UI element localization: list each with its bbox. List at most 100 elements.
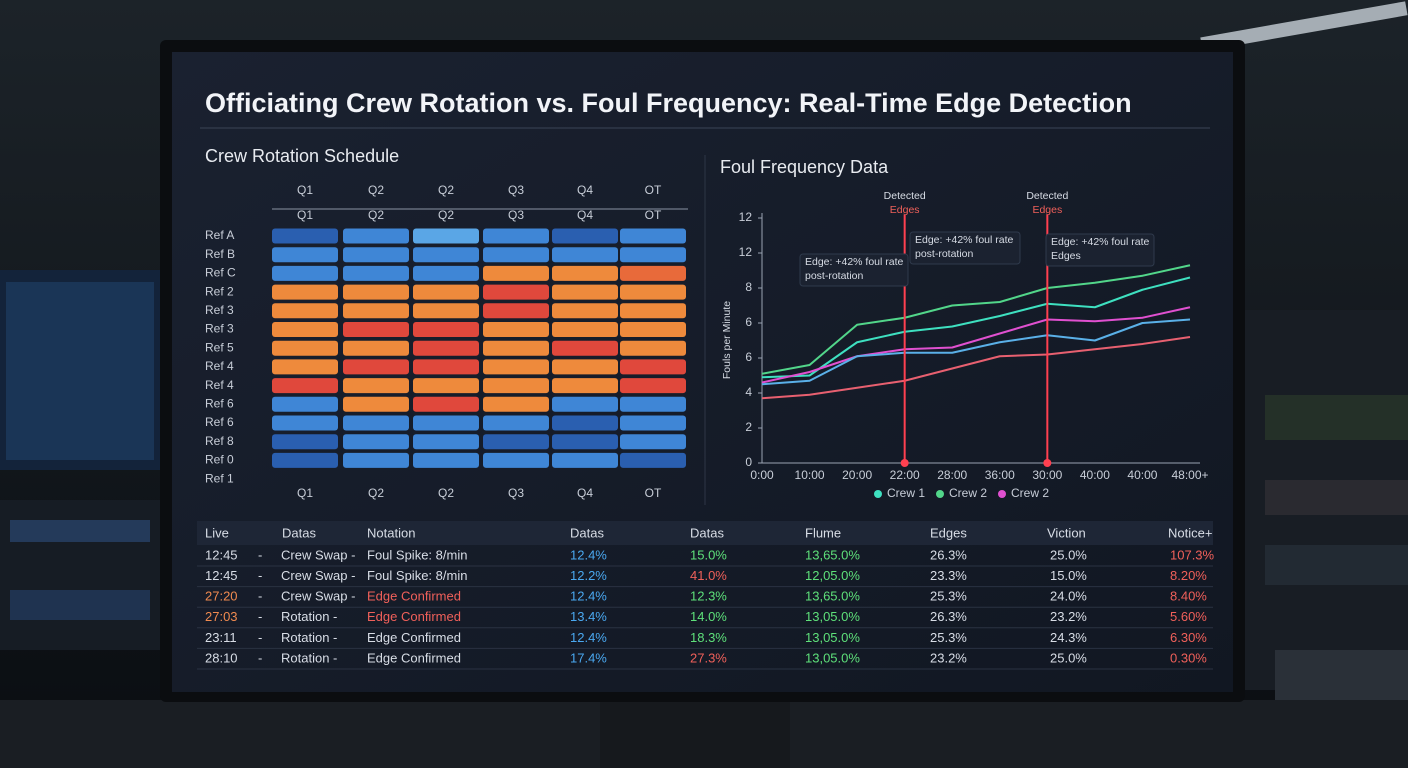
table-header: Edges (930, 525, 967, 540)
schedule-cell (413, 378, 479, 394)
table-cell: 5.60% (1170, 609, 1207, 624)
schedule-cell (272, 228, 338, 244)
annotation-text: Edge: +42% foul rate (805, 256, 904, 268)
schedule-cell (552, 322, 618, 337)
row-label: Ref C (205, 266, 236, 280)
schedule-cell (620, 284, 686, 300)
table-cell: 25.0% (1050, 650, 1087, 665)
schedule-cell (413, 340, 479, 356)
table-cell: 26.3% (930, 609, 967, 624)
series-line (761, 306, 1191, 384)
column-label: Q3 (508, 208, 524, 222)
table-cell: Rotation - (281, 630, 337, 645)
table-cell: Edge Confirmed (367, 630, 461, 645)
legend-label: Crew 2 (949, 486, 987, 500)
schedule-cell (272, 415, 338, 431)
row-label: Ref 6 (205, 396, 234, 410)
table-header: Viction (1047, 525, 1086, 540)
table-cell: 28:10 (205, 650, 238, 665)
schedule-cell (552, 284, 618, 300)
table-cell: 23.2% (930, 650, 967, 665)
annotation-text: Edge: +42% foul rate (915, 234, 1014, 246)
schedule-title: Crew Rotation Schedule (205, 146, 399, 166)
schedule-cell (483, 322, 549, 337)
schedule-cell (620, 247, 686, 263)
y-tick-label: 2 (745, 420, 752, 434)
table-cell: Crew Swap - (281, 547, 355, 562)
table-cell: - (258, 568, 262, 583)
schedule-cell (552, 452, 618, 468)
column-label: Q2 (368, 486, 384, 500)
schedule-cell (483, 340, 549, 356)
x-tick-label: 28:00 (937, 468, 967, 482)
schedule-cell (620, 228, 686, 244)
edge-dot (900, 459, 909, 467)
column-label: Q2 (368, 183, 384, 197)
schedule-cell (483, 284, 549, 300)
table-cell: - (258, 609, 262, 624)
row-label: Ref B (205, 247, 235, 261)
schedule-cell (620, 322, 686, 337)
ceiling-light (1200, 1, 1408, 52)
table-cell: 23.2% (1050, 609, 1087, 624)
row-label: Ref A (205, 228, 234, 242)
table-cell: 13,65.0% (805, 589, 860, 604)
column-label: Q3 (508, 486, 524, 500)
schedule-cell (272, 378, 338, 394)
y-tick-label: 8 (745, 280, 752, 294)
x-tick-label: 40:00 (1080, 468, 1110, 482)
table-header-bg (197, 521, 1213, 545)
row-label: Ref 8 (205, 434, 234, 448)
table-header: Notation (367, 525, 415, 540)
x-tick-label: 0:00 (750, 468, 774, 482)
column-label: Q2 (438, 208, 454, 222)
table-cell: 13,65.0% (805, 547, 860, 562)
schedule-cell (552, 434, 618, 450)
table-cell: 0.30% (1170, 650, 1207, 665)
table-cell: Crew Swap - (281, 568, 355, 583)
column-label: Q4 (577, 208, 593, 222)
y-tick-label: 0 (745, 455, 752, 469)
schedule-cell (620, 396, 686, 412)
table-cell: 15.0% (690, 547, 727, 562)
table-cell: 27:03 (205, 609, 238, 624)
schedule-cell (343, 359, 409, 375)
side-monitor-screen (6, 282, 154, 460)
column-label: Q2 (438, 486, 454, 500)
column-label: OT (645, 486, 662, 500)
schedule-cell (413, 247, 479, 263)
annotation-box (1045, 233, 1155, 267)
edge-label: Edges (890, 204, 920, 216)
series-line (761, 276, 1191, 379)
table-cell: 12.4% (570, 547, 607, 562)
schedule-cell (620, 378, 686, 394)
y-tick-label: 6 (745, 350, 752, 364)
column-label: Q4 (577, 486, 593, 500)
schedule-cell (343, 228, 409, 244)
table-cell: - (258, 589, 262, 604)
table-cell: 12.4% (570, 589, 607, 604)
table-cell: 15.0% (1050, 568, 1087, 583)
legend-swatch (936, 490, 944, 498)
column-label: Q3 (508, 183, 524, 197)
table-cell: 23.3% (930, 568, 967, 583)
series-line (761, 318, 1191, 386)
schedule-cell (483, 247, 549, 263)
table-cell: 12:45 (205, 547, 238, 562)
row-label: Ref 3 (205, 322, 234, 336)
x-tick-label: 30:00 (1032, 468, 1062, 482)
table-cell: 24.3% (1050, 630, 1087, 645)
table-cell: 14.0% (690, 609, 727, 624)
schedule-cell (620, 415, 686, 431)
column-label: Q1 (297, 486, 313, 500)
table-cell: 107.3% (1170, 547, 1215, 562)
table-cell: - (258, 650, 262, 665)
edge-label: Detected (1026, 190, 1068, 202)
chart-title: Foul Frequency Data (720, 157, 889, 177)
table-cell: 25.3% (930, 630, 967, 645)
y-axis-label: Fouls per Minute (721, 301, 733, 379)
schedule-cell (343, 434, 409, 450)
schedule-cell (483, 396, 549, 412)
row-label: Ref 0 (205, 453, 234, 467)
schedule-cell (483, 434, 549, 450)
